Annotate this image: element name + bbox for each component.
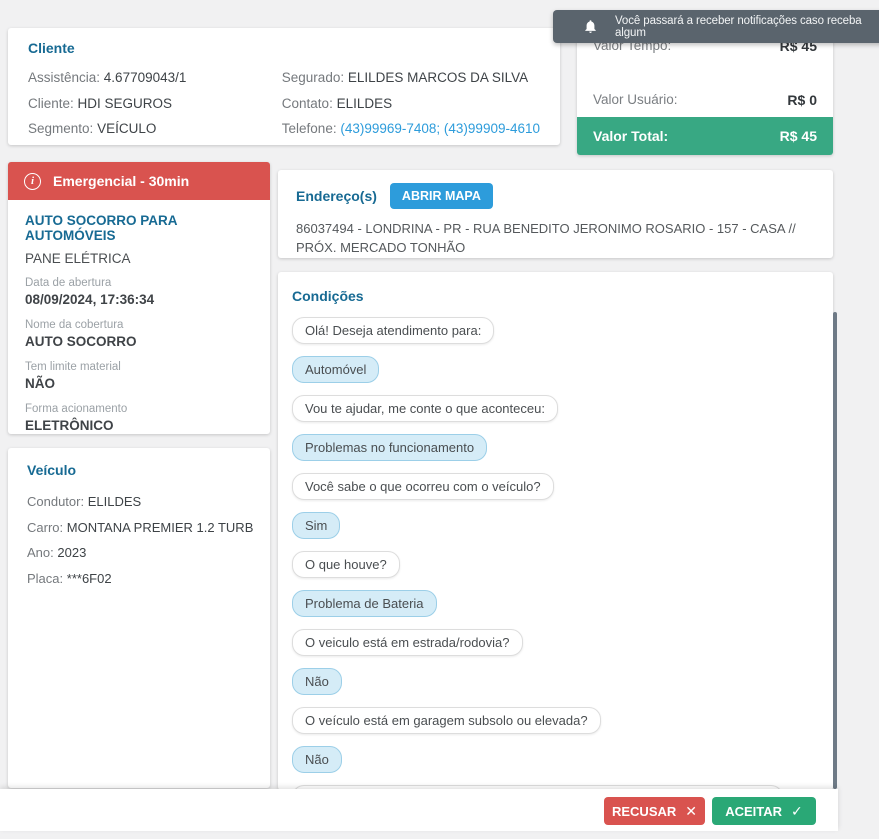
client-card-columns: Assistência: 4.67709043/1 Cliente: HDI S… xyxy=(28,65,540,142)
vehicle-card-title: Veículo xyxy=(27,462,77,478)
chat-answer: Automóvel xyxy=(292,356,380,383)
toast-text: Você passará a receber notificações caso… xyxy=(615,14,862,39)
action-footer: RECUSAR ✕ ACEITAR ✓ xyxy=(0,789,838,831)
chat-question: Vou te ajudar, me conte o que aconteceu: xyxy=(292,395,558,422)
field-telefone: Telefone: (43)99969-7408; (43)99909-4610 xyxy=(281,121,540,136)
field-segmento: Segmento: VEÍCULO xyxy=(28,121,157,136)
field-condutor: Condutor: ELILDES xyxy=(27,494,142,509)
detail-forma-acionamento: Forma acionamento ELETRÔNICO xyxy=(25,403,128,433)
chat-question: Olá! Deseja atendimento para: xyxy=(292,317,495,344)
reject-button[interactable]: RECUSAR ✕ xyxy=(604,797,705,825)
notification-toast[interactable]: Você passará a receber notificações caso… xyxy=(553,10,879,43)
priority-label: Emergencial - 30min xyxy=(53,173,190,189)
address-card-title: Endereço(s) xyxy=(296,188,377,204)
field-contato: Contato: ELILDES xyxy=(281,95,393,111)
field-ano: Ano: 2023 xyxy=(27,545,87,560)
phone-link[interactable]: (43)99969-7408; (43)99909-4610 xyxy=(340,121,540,136)
service-card: i Emergencial - 30min AUTO SOCORRO PARA … xyxy=(8,162,270,434)
bell-icon xyxy=(585,20,596,33)
detail-nome-cobertura: Nome da cobertura AUTO SOCORRO xyxy=(25,319,137,349)
conditions-card: Condições Olá! Deseja atendimento para: … xyxy=(278,272,833,790)
detail-limite-material: Tem limite material NÃO xyxy=(25,361,121,391)
chat-question: O veículo está em garagem subsolo ou ele… xyxy=(292,707,601,734)
row-valor-usuario: Valor Usuário: R$ 0 xyxy=(593,92,817,108)
field-assistencia: Assistência: 4.67709043/1 xyxy=(28,70,187,85)
conditions-scrollbar[interactable] xyxy=(833,312,837,789)
field-segurado: Segurado: ELILDES MARCOS DA SILVA xyxy=(281,70,529,85)
accept-button[interactable]: ACEITAR ✓ xyxy=(712,797,816,825)
field-carro: Carro: MONTANA PREMIER 1.2 TURB xyxy=(27,519,254,535)
client-card-title: Cliente xyxy=(28,40,75,56)
address-card: Endereço(s) ABRIR MAPA 86037494 - LONDRI… xyxy=(278,170,833,258)
open-map-button[interactable]: ABRIR MAPA xyxy=(389,183,493,209)
chat-answer: Não xyxy=(292,746,342,773)
service-priority-badge: i Emergencial - 30min xyxy=(8,162,270,200)
values-card: Valor Tempo: R$ 45 Valor Usuário: R$ 0 V… xyxy=(577,28,833,155)
service-subtype: PANE ELÉTRICA xyxy=(25,251,131,266)
client-card: Cliente Assistência: 4.67709043/1 Client… xyxy=(8,28,560,145)
chat-answer: Não xyxy=(292,668,342,695)
row-valor-total: Valor Total: R$ 45 xyxy=(577,117,833,155)
vehicle-card: Veículo Condutor: ELILDES Carro: MONTANA… xyxy=(8,448,270,788)
check-icon: ✓ xyxy=(791,802,803,819)
chat-question: O veiculo está em estrada/rodovia? xyxy=(292,629,523,656)
chat-answer: Sim xyxy=(292,512,341,539)
service-name: AUTO SOCORRO PARA AUTOMÓVEIS xyxy=(25,213,178,243)
chat-answer: Problemas no funcionamento xyxy=(292,434,488,461)
detail-data-abertura: Data de abertura 08/09/2024, 17:36:34 xyxy=(25,277,155,307)
field-cliente: Cliente: HDI SEGUROS xyxy=(28,95,173,111)
chat-question: Você sabe o que ocorreu com o veículo? xyxy=(292,473,554,500)
info-icon: i xyxy=(24,172,41,190)
field-placa: Placa: ***6F02 xyxy=(27,570,112,586)
close-icon: ✕ xyxy=(685,802,698,819)
chat-question: O que houve? xyxy=(292,551,400,578)
conditions-card-title: Condições xyxy=(292,288,364,304)
address-text: 86037494 - LONDRINA - PR - RUA BENEDITO … xyxy=(296,221,796,255)
chat-answer: Problema de Bateria xyxy=(292,590,437,617)
